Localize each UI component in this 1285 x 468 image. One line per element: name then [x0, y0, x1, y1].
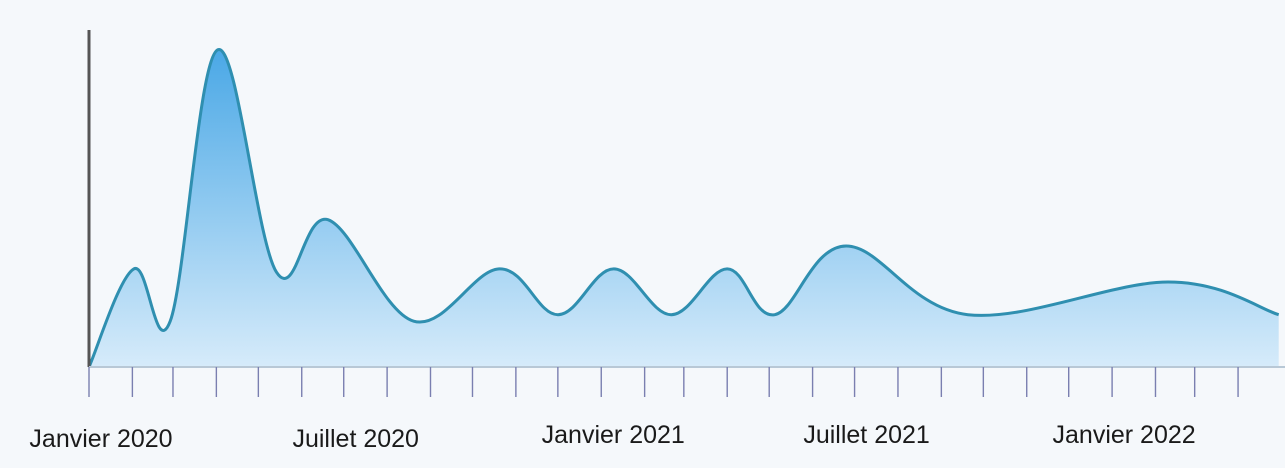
- x-tick-label: Juillet 2021: [803, 421, 929, 449]
- x-tick-label: Janvier 2020: [29, 425, 172, 453]
- series-line: [87, 48, 1280, 368]
- x-tick-label: Janvier 2021: [542, 421, 685, 449]
- area-fill: [89, 49, 1279, 367]
- x-tick-label: Janvier 2022: [1053, 421, 1196, 449]
- x-tick-label: Juillet 2020: [292, 425, 418, 453]
